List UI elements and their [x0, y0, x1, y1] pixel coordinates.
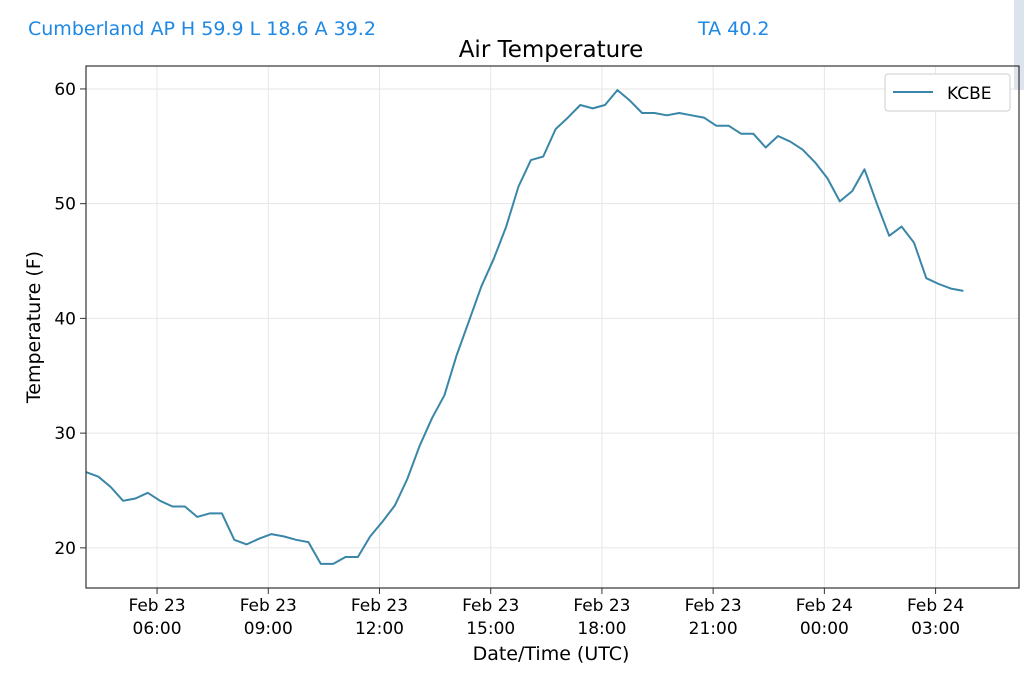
x-tick-label-date: Feb 23 [240, 596, 297, 616]
legend-entry: KCBE [947, 84, 992, 104]
edge-strip [1014, 0, 1024, 90]
x-tick-label-date: Feb 23 [128, 596, 185, 616]
x-tick-label-time: 15:00 [466, 619, 515, 639]
grid-layer [86, 66, 1019, 588]
y-tick-label: 40 [54, 309, 76, 329]
x-tick-label-time: 03:00 [911, 619, 960, 639]
y-tick-label: 20 [54, 539, 76, 559]
series-line-kcbe [85, 89, 964, 565]
x-tick-label-date: Feb 23 [573, 596, 630, 616]
y-tick-label: 50 [54, 195, 76, 215]
x-tick-label-time: 00:00 [800, 619, 849, 639]
y-ticks: 20 30 40 50 60 [54, 80, 86, 559]
y-tick-label: 60 [54, 80, 76, 100]
x-tick-label-date: Feb 23 [351, 596, 408, 616]
legend: KCBE [884, 73, 1011, 112]
chart-title: Air Temperature [459, 37, 644, 63]
legend-box [884, 73, 1011, 112]
ta-label: TA 40.2 [698, 18, 770, 40]
x-tick-label-date: Feb 23 [462, 596, 519, 616]
x-tick-label-date: Feb 24 [796, 596, 853, 616]
x-tick-label-time: 09:00 [244, 619, 293, 639]
station-summary: Cumberland AP H 59.9 L 18.6 A 39.2 [28, 18, 376, 40]
x-tick-label-time: 21:00 [689, 619, 738, 639]
series-layer [85, 89, 964, 565]
header-bar: Cumberland AP H 59.9 L 18.6 A 39.2 TA 40… [0, 18, 1024, 48]
x-tick-label-date: Feb 24 [907, 596, 964, 616]
y-tick-label: 30 [54, 424, 76, 444]
plot-area-frame [85, 65, 1020, 589]
x-axis-label: Date/Time (UTC) [473, 643, 630, 665]
x-tick-label-time: 18:00 [577, 619, 626, 639]
x-tick-label-date: Feb 23 [685, 596, 742, 616]
y-axis-label: Temperature (F) [23, 251, 45, 404]
x-ticks: Feb 23 06:00 Feb 23 09:00 Feb 23 12:00 Feb 23 1… [128, 588, 964, 639]
x-tick-label-time: 06:00 [133, 619, 182, 639]
x-tick-label-time: 12:00 [355, 619, 404, 639]
